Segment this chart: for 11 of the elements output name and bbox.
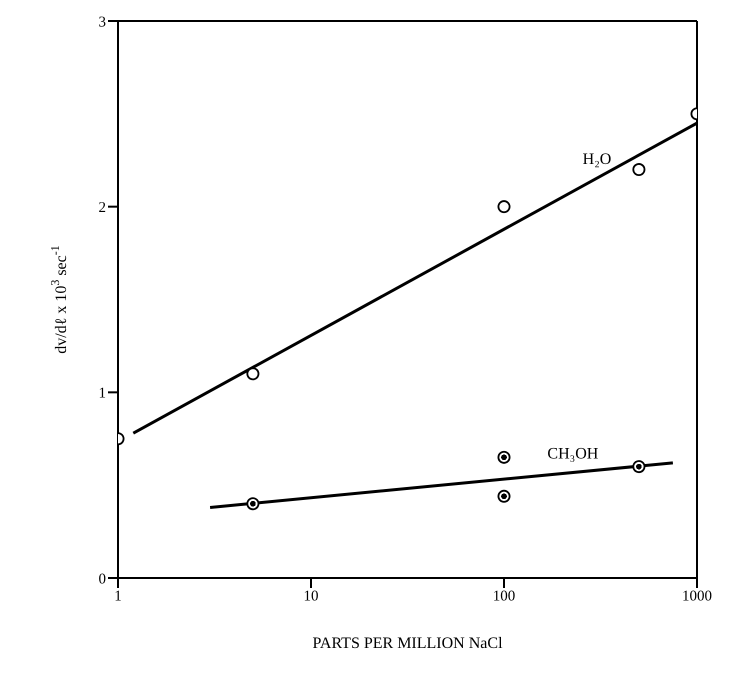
x-tick-label: 10 — [304, 588, 318, 605]
series-label: H₂O — [582, 151, 612, 168]
y-tick-label: 0 — [98, 571, 106, 588]
y-tick-label: 3 — [98, 14, 106, 30]
x-axis-title: PARTS PER MILLION NaCl — [312, 635, 504, 652]
x-tick-label: 1000 — [682, 588, 712, 605]
y-tick-label: 1 — [98, 386, 106, 402]
series-label: CH₃OH — [547, 446, 599, 463]
x-tick-label: 100 — [492, 588, 516, 605]
y-tick-label: 2 — [98, 200, 106, 216]
x-tick-label: 1 — [114, 588, 122, 605]
